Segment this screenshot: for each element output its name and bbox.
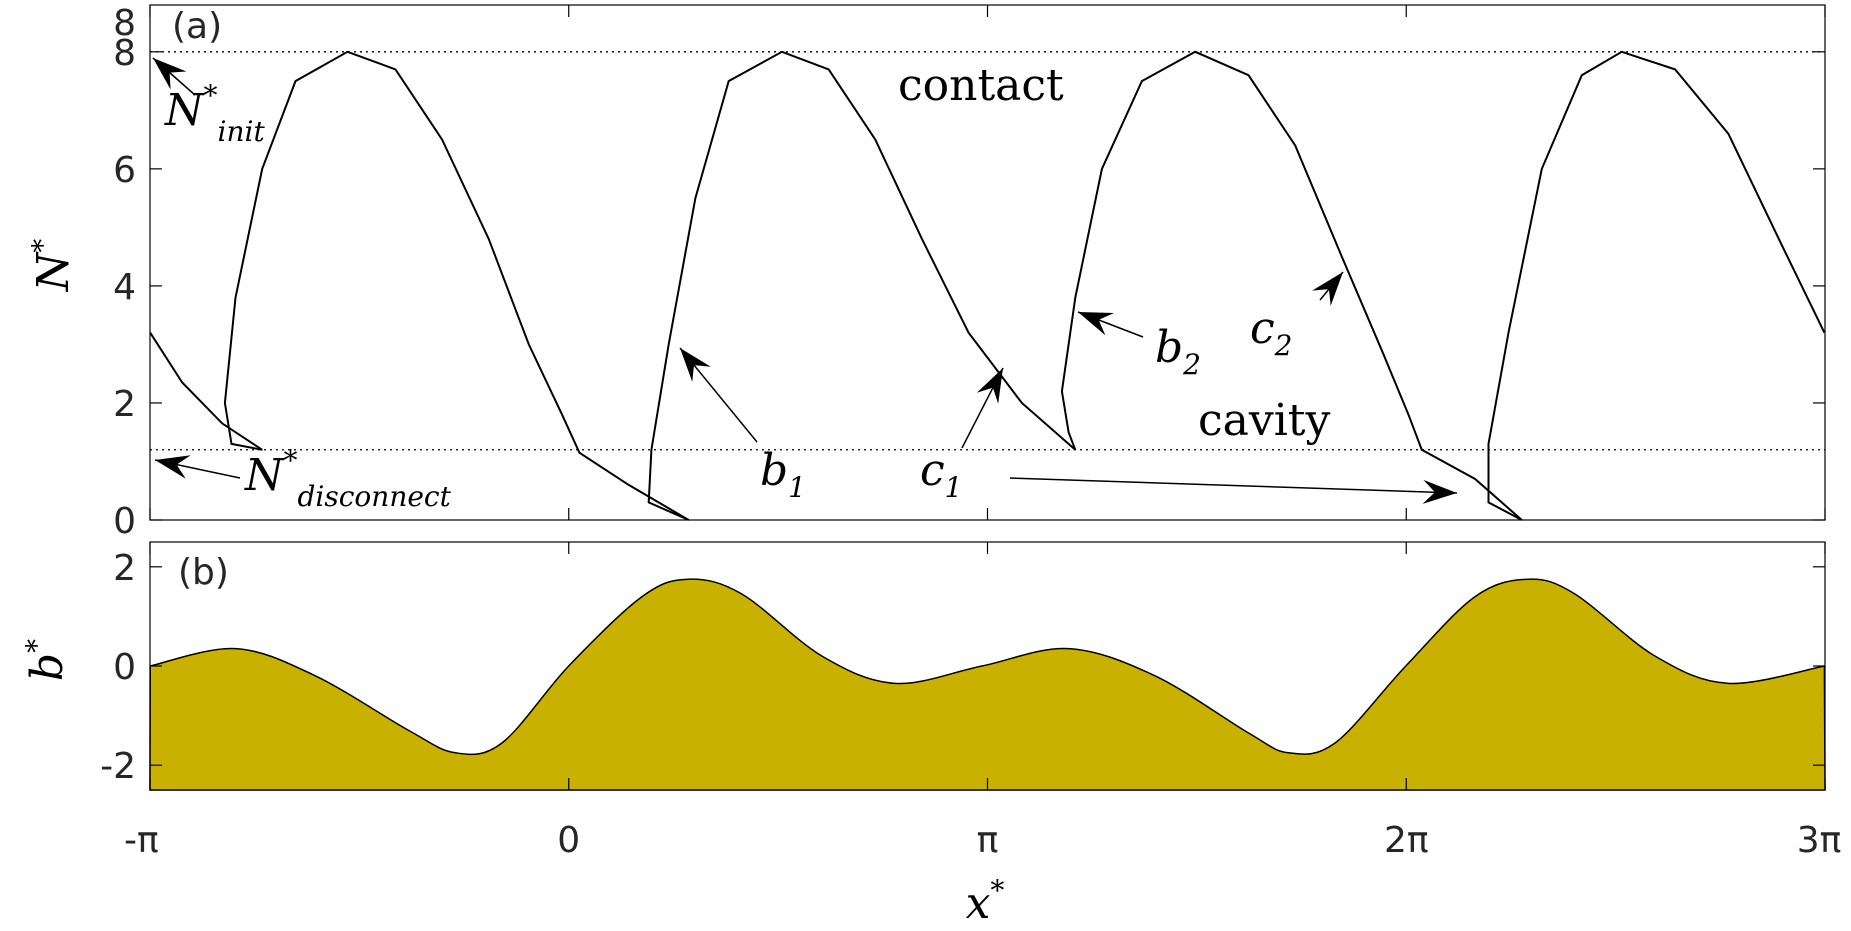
x-tick-label: 0 bbox=[557, 820, 580, 861]
n-disconnect-arrow-head bbox=[155, 455, 191, 479]
n-star-series-line bbox=[149, 50, 1826, 521]
y-tick-label: 2 bbox=[113, 384, 136, 425]
x-axis-label: x* bbox=[966, 874, 1005, 929]
annotation-arrows bbox=[152, 57, 1458, 504]
y-tick-label: 4 bbox=[113, 267, 136, 308]
panel-a-x-ticks bbox=[149, 5, 1826, 520]
x-tick-label: π bbox=[977, 820, 999, 861]
panel-b-label: (b) bbox=[178, 552, 229, 593]
y-tick-label: 2 bbox=[113, 548, 136, 589]
b1-arrow-head bbox=[680, 348, 711, 382]
y-tick-label: 0 bbox=[113, 647, 136, 688]
panel-b-y-axis-label: b* bbox=[20, 639, 73, 681]
panel-a-label: (a) bbox=[172, 6, 222, 47]
annotation-cavity: cavity bbox=[1198, 395, 1330, 446]
y-tick-label: 6 bbox=[113, 150, 136, 191]
b-star-area bbox=[149, 578, 1826, 791]
panel-b-x-ticks: -π 0 π 2π 3π bbox=[124, 542, 1841, 861]
n-init-arrow-head bbox=[153, 58, 187, 90]
panel-b: -2 0 2 -π 0 π 2π 3π (b) b* bbox=[20, 541, 1841, 861]
panel-a-y-axis-label: N* bbox=[26, 239, 79, 293]
x-tick-label: 2π bbox=[1384, 820, 1429, 861]
y-tick-label: 8 bbox=[113, 33, 136, 74]
y-tick-label: -2 bbox=[100, 746, 136, 787]
x-tick-label: 3π bbox=[1797, 820, 1842, 861]
panel-b-y-ticks: -2 0 2 bbox=[100, 548, 1825, 787]
b2-arrow-head bbox=[1078, 312, 1115, 336]
x-tick-label: -π bbox=[124, 820, 159, 861]
c1-arrow-up-head bbox=[976, 368, 1003, 404]
y-tick-label: 0 bbox=[113, 501, 136, 542]
y-tick-label-overlap: 8 bbox=[113, 3, 136, 44]
c1-arrow-right-head bbox=[1422, 479, 1457, 504]
panel-a-frame bbox=[149, 4, 1826, 521]
annotation-contact: contact bbox=[898, 60, 1064, 111]
c1-arrow-right-shaft bbox=[1009, 477, 1458, 494]
panel-a-y-ticks: 0 2 4 6 88 bbox=[113, 3, 1825, 542]
annotation-b2: b2 bbox=[1155, 322, 1201, 381]
c2-arrow-head bbox=[1312, 272, 1343, 306]
